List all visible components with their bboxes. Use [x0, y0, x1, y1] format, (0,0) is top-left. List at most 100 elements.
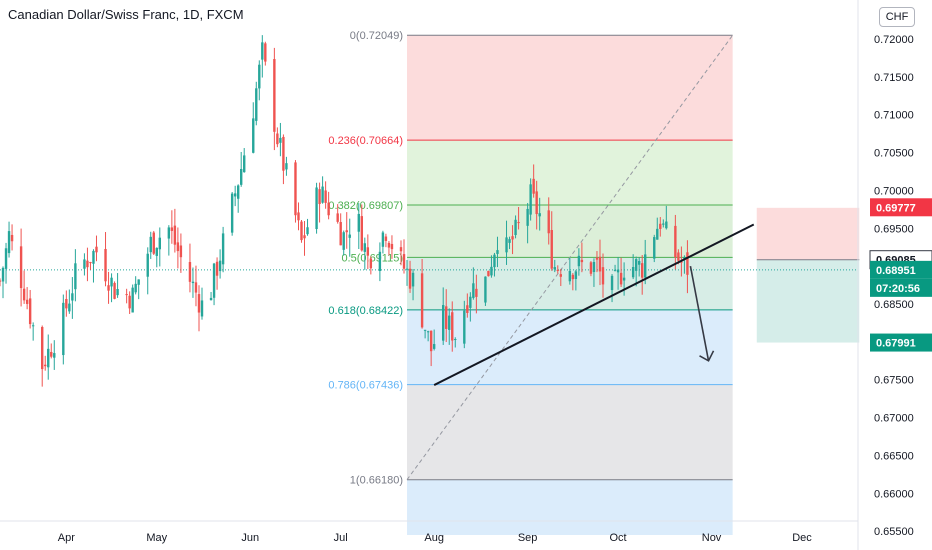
- candle-body: [529, 184, 532, 215]
- candle-body: [637, 261, 641, 265]
- y-tick-label: 0.70500: [874, 148, 914, 160]
- candle-body: [321, 186, 324, 203]
- y-tick-label: 0.70000: [874, 185, 914, 197]
- candle-body: [297, 212, 300, 221]
- candle-body: [595, 257, 599, 260]
- candle-body: [83, 259, 86, 269]
- candle-body: [390, 243, 394, 250]
- candle-body: [559, 274, 562, 277]
- candle-body: [276, 133, 279, 145]
- x-tick-label: Apr: [58, 532, 75, 544]
- candle-body: [110, 277, 113, 287]
- candle-body: [429, 330, 433, 352]
- price-badge-take-profit: [870, 198, 932, 217]
- candle-body: [4, 248, 8, 269]
- candle-body: [448, 315, 451, 330]
- y-tick-label: 0.71500: [874, 72, 914, 84]
- y-tick-label: 0.68500: [874, 299, 914, 311]
- candle-body: [131, 287, 134, 313]
- candle-body: [357, 213, 360, 232]
- candle-body: [188, 262, 192, 282]
- candle-body: [158, 237, 161, 250]
- candle-body: [420, 273, 424, 328]
- candle-body: [230, 193, 234, 233]
- candle-body: [243, 155, 246, 173]
- candle-body: [200, 300, 204, 317]
- candle-body: [411, 272, 415, 287]
- candle-body: [25, 299, 29, 304]
- candle-body: [324, 190, 327, 203]
- candle-body: [432, 344, 436, 349]
- fib-band: [407, 205, 733, 258]
- candle-body: [95, 246, 98, 253]
- candle-body: [300, 221, 303, 241]
- candle-body: [348, 234, 351, 238]
- candle-body: [128, 295, 131, 309]
- candle-body: [674, 225, 677, 258]
- candle-body: [475, 288, 478, 297]
- candle-body: [640, 263, 644, 278]
- candle-body: [680, 261, 683, 263]
- y-tick-label: 0.69500: [874, 223, 914, 235]
- candle-body: [0, 280, 2, 282]
- projection-arrow-head: [699, 350, 715, 362]
- x-tick-label: Aug: [424, 532, 444, 544]
- candle-body: [74, 263, 77, 290]
- candle-body: [384, 236, 388, 241]
- y-tick-label: 0.71000: [874, 110, 914, 122]
- candle-body: [306, 227, 309, 235]
- candle-body: [209, 297, 213, 301]
- candle-body: [644, 254, 647, 278]
- candle-body: [466, 305, 469, 313]
- fib-level-label: 0.618(0.68422): [328, 305, 403, 317]
- candle-body: [568, 270, 572, 282]
- candle-body: [279, 137, 282, 143]
- candle-body: [378, 251, 382, 272]
- fib-band: [407, 384, 733, 480]
- candle-body: [294, 162, 297, 216]
- candle-body: [656, 228, 659, 240]
- candle-body: [285, 163, 288, 170]
- candle-body: [68, 303, 71, 312]
- candle-body: [469, 296, 472, 308]
- candle-body: [369, 258, 373, 269]
- candle-body: [22, 288, 26, 301]
- candle-body: [65, 298, 68, 309]
- candle-body: [526, 208, 529, 226]
- y-tick-label: 0.66500: [874, 450, 914, 462]
- x-tick-label: Sep: [518, 532, 538, 544]
- candle-body: [574, 271, 578, 280]
- candle-body: [598, 256, 602, 272]
- y-tick-label: 0.67500: [874, 375, 914, 387]
- candle-body: [215, 261, 219, 276]
- candle-body: [426, 331, 430, 333]
- fib-band: [407, 35, 733, 141]
- candle-body: [665, 221, 668, 229]
- support-trendline: [433, 223, 755, 386]
- x-tick-label: Dec: [792, 532, 812, 544]
- candle-body: [149, 236, 152, 253]
- candle-body: [622, 277, 626, 281]
- price-badge-label: 0.67991: [876, 338, 916, 350]
- candle-body: [89, 262, 92, 264]
- currency-button[interactable]: CHF: [879, 7, 915, 27]
- position-profit-zone: [756, 207, 860, 260]
- candle-body: [170, 227, 174, 231]
- candle-body: [113, 282, 116, 299]
- candle-body: [363, 243, 367, 252]
- fib-level-label: 0.5(0.69115): [341, 252, 403, 264]
- candle-body: [454, 338, 457, 340]
- candle-body: [677, 252, 680, 261]
- candle-body: [535, 191, 538, 215]
- candle-body: [662, 223, 665, 225]
- candle-body: [616, 269, 620, 273]
- candle-body: [538, 213, 541, 217]
- candle-body: [631, 267, 635, 278]
- candle-body: [360, 216, 363, 251]
- candle-body: [571, 274, 575, 280]
- candle-body: [134, 283, 137, 293]
- candle-body: [496, 250, 499, 254]
- candle-body: [240, 169, 243, 185]
- candle-body: [405, 268, 409, 270]
